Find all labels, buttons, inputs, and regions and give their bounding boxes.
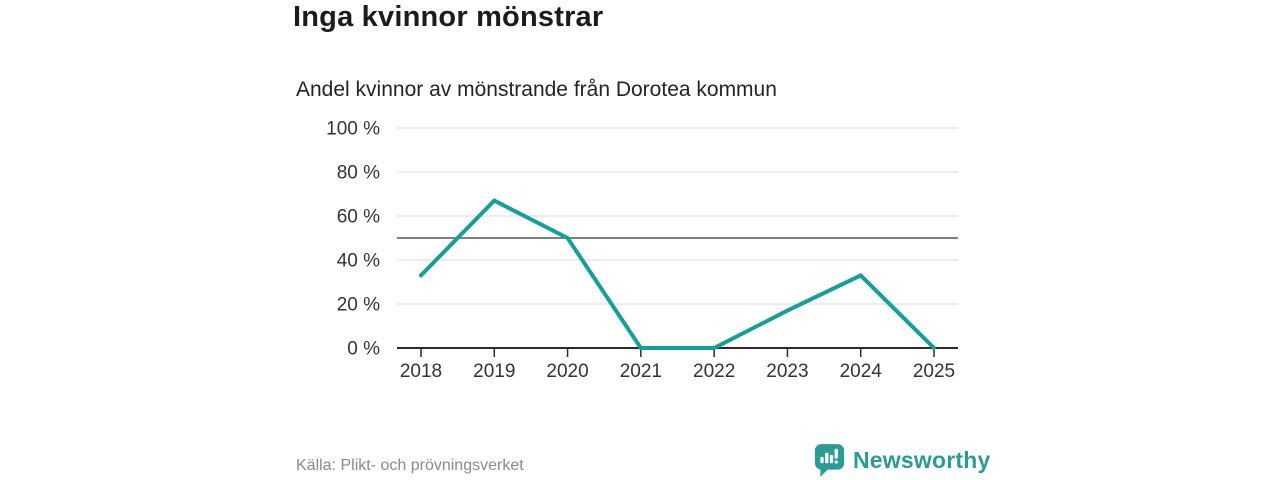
y-axis-tick-label: 80 %	[337, 163, 380, 184]
y-axis-tick-label: 40 %	[337, 251, 380, 272]
y-axis-tick-label: 100 %	[326, 119, 380, 140]
page-title: Inga kvinnor mönstrar	[293, 1, 604, 33]
line-chart: 2018 2019 2020 2021 2022 2023 2024 2025 0 % 20 % 4…	[326, 119, 958, 382]
x-axis-tick-label: 2018	[400, 361, 442, 382]
chart-subtitle: Andel kvinnor av mönstrande från Dorotea…	[296, 78, 777, 101]
data-series-line	[419, 198, 936, 350]
source-note: Källa: Plikt- och prövningsverket	[296, 457, 524, 474]
x-axis-tick-label: 2024	[840, 361, 883, 382]
x-axis-tick-label: 2020	[546, 361, 588, 382]
x-axis-tick-label: 2022	[693, 361, 735, 382]
newsworthy-logo: Newsworthy	[814, 443, 990, 478]
newsworthy-logo-text: Newsworthy	[853, 447, 991, 473]
x-axis-tick-label: 2025	[913, 361, 955, 382]
y-axis-tick-label: 0 %	[347, 339, 380, 360]
x-axis-tick-label: 2019	[473, 361, 515, 382]
y-axis-tick-label: 60 %	[337, 207, 380, 228]
bar-chart-speech-bubble-icon	[814, 444, 845, 477]
y-axis-tick-label: 20 %	[337, 295, 380, 316]
x-axis-tick-label: 2021	[620, 361, 662, 382]
x-axis-tick-label: 2023	[766, 361, 808, 382]
